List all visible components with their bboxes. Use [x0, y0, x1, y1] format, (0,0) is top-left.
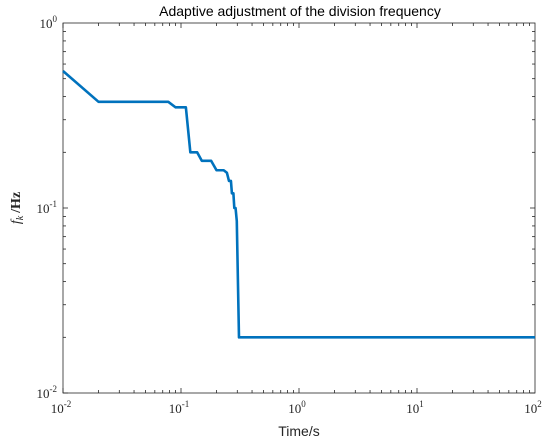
chart-title: Adaptive adjustment of the division freq… [159, 3, 441, 19]
y-tick-label: 10-2 [37, 384, 58, 401]
x-tick-labels: 10-2 10-1 100 101 102 [51, 399, 542, 416]
tick-base: 10 [524, 401, 537, 416]
y-axis-label: fk/Hz [9, 192, 26, 224]
svg-text:fk/Hz: fk/Hz [9, 192, 26, 224]
y-label-unit: /Hz [9, 192, 24, 214]
x-tick-label: 100 [288, 399, 306, 416]
tick-exponent: 0 [301, 399, 306, 409]
tick-base: 10 [288, 401, 301, 416]
axis-ticks [62, 23, 535, 394]
x-axis-label: Time/s [278, 423, 319, 439]
y-tick-label: 10-1 [37, 199, 58, 216]
series-line [62, 70, 535, 339]
tick-exponent: -2 [64, 399, 72, 409]
y-label-sub: k [15, 215, 26, 220]
tick-exponent: 0 [53, 14, 58, 24]
tick-exponent: 1 [419, 399, 424, 409]
tick-base: 10 [37, 201, 50, 216]
tick-base: 10 [40, 16, 53, 31]
tick-base: 10 [51, 401, 64, 416]
tick-exponent: -1 [50, 199, 58, 209]
tick-exponent: -1 [182, 399, 190, 409]
x-tick-label: 102 [524, 399, 542, 416]
x-tick-label: 101 [406, 399, 424, 416]
y-tick-label: 100 [40, 14, 58, 31]
tick-base: 10 [169, 401, 182, 416]
tick-base: 10 [406, 401, 419, 416]
x-tick-label: 10-2 [51, 399, 72, 416]
y-label-main: f [9, 218, 24, 224]
tick-exponent: 2 [537, 399, 542, 409]
tick-base: 10 [37, 386, 50, 401]
tick-exponent: -2 [50, 384, 58, 394]
x-tick-label: 10-1 [169, 399, 190, 416]
plot-area [62, 22, 536, 394]
